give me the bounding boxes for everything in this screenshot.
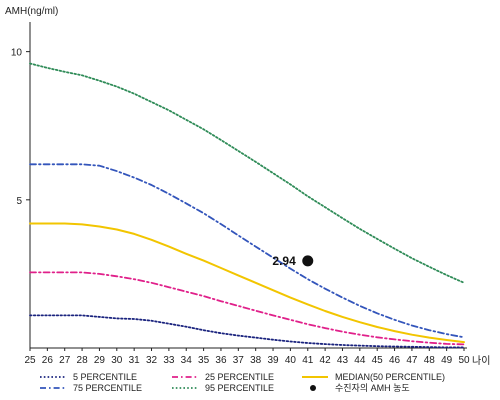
x-tick-label: 25 bbox=[24, 355, 36, 366]
x-tick-label: 37 bbox=[233, 355, 245, 366]
x-tick-label: 46 bbox=[389, 355, 401, 366]
legend-marker-swatch bbox=[310, 385, 316, 391]
x-tick-label: 29 bbox=[94, 355, 106, 366]
legend-label: 5 PERCENTILE bbox=[73, 372, 137, 382]
x-tick-label: 40 bbox=[285, 355, 297, 366]
patient-amh-value-label: 2.94 bbox=[272, 254, 296, 268]
series-line-75-percentile bbox=[29, 163, 465, 339]
y-axis-title: AMH(ng/ml) bbox=[5, 6, 58, 17]
x-tick-label: 42 bbox=[320, 355, 332, 366]
x-tick-label: 30 bbox=[111, 355, 123, 366]
legend-marker-label: 수진자의 AMH 농도 bbox=[335, 383, 410, 393]
x-tick-label: 49 bbox=[441, 355, 453, 366]
x-tick-label: 34 bbox=[181, 355, 193, 366]
legend-label: 75 PERCENTILE bbox=[73, 383, 142, 393]
patient-amh-point bbox=[302, 255, 314, 267]
x-tick-label: 36 bbox=[215, 355, 227, 366]
x-axis-title: 나이 bbox=[472, 355, 490, 367]
x-tick-label: 26 bbox=[42, 355, 54, 366]
series-line-5-percentile bbox=[29, 314, 465, 349]
x-tick-label: 50 bbox=[458, 355, 470, 366]
series-lines bbox=[29, 62, 465, 349]
x-tick-label: 44 bbox=[354, 355, 366, 366]
x-tick-label: 39 bbox=[267, 355, 279, 366]
x-tick-label: 38 bbox=[250, 355, 262, 366]
legend-label: MEDIAN(50 PERCENTILE) bbox=[335, 372, 445, 382]
legend-label: 25 PERCENTILE bbox=[205, 372, 274, 382]
patient-marker-group: 2.94 bbox=[272, 254, 314, 268]
x-tick-label: 33 bbox=[163, 355, 175, 366]
x-tick-label: 41 bbox=[302, 355, 314, 366]
x-ticks: 25 26 27 28 29 30 31 32 33 34 35 36 37 38 39 40 41 42 43 44… bbox=[24, 348, 470, 366]
y-tick-label: 10 bbox=[11, 48, 23, 59]
y-tick-label: 5 bbox=[16, 196, 22, 207]
x-tick-label: 43 bbox=[337, 355, 349, 366]
x-tick-label: 48 bbox=[424, 355, 436, 366]
x-tick-label: 47 bbox=[406, 355, 418, 366]
x-tick-label: 27 bbox=[59, 355, 71, 366]
series-line-median-50-percentile bbox=[29, 222, 465, 344]
legend-label: 95 PERCENTILE bbox=[205, 383, 274, 393]
axes: AMH(ng/ml) 나이 bbox=[5, 6, 490, 367]
y-ticks: 5 10 bbox=[11, 48, 30, 207]
series-line-25-percentile bbox=[29, 271, 465, 346]
series-line-95-percentile bbox=[29, 62, 465, 284]
legend: 5 PERCENTILE 25 PERCENTILE MEDIAN(50 PERCE… bbox=[40, 372, 445, 393]
x-tick-label: 32 bbox=[146, 355, 158, 366]
x-tick-label: 28 bbox=[77, 355, 89, 366]
x-tick-label: 45 bbox=[372, 355, 384, 366]
x-tick-label: 31 bbox=[129, 355, 141, 366]
x-tick-label: 35 bbox=[198, 355, 210, 366]
